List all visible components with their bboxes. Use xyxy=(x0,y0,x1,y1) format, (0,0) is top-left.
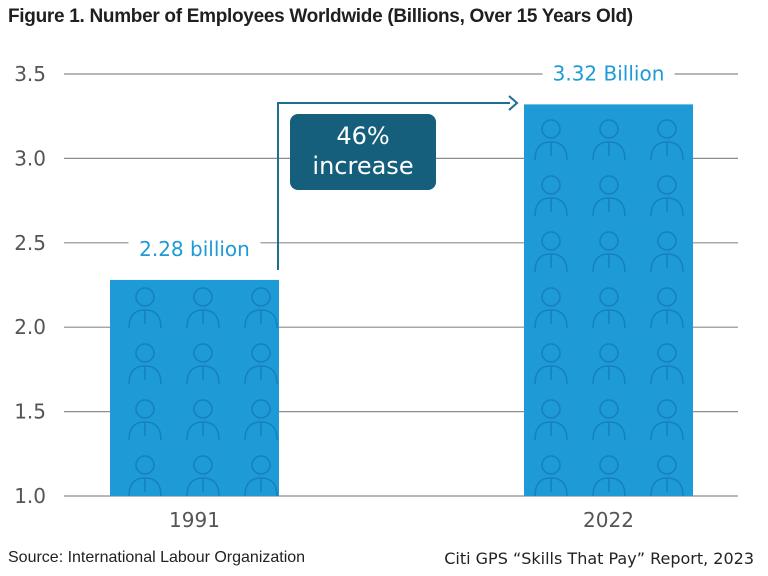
y-tick-label: 1.5 xyxy=(14,400,46,424)
data-label-bg xyxy=(542,60,675,89)
y-tick-label: 1.0 xyxy=(14,484,46,508)
annotation-box xyxy=(290,114,436,190)
data-label-bg xyxy=(128,235,261,264)
x-tick-label: 2022 xyxy=(583,508,634,532)
y-tick-label: 2.5 xyxy=(14,231,46,255)
x-tick-label: 1991 xyxy=(169,508,220,532)
arrow-head-icon xyxy=(508,95,519,111)
source-note: Source: International Labour Organizatio… xyxy=(8,549,306,566)
increase-arrow xyxy=(277,102,510,270)
annotation-text: increase xyxy=(312,152,413,180)
y-tick-label: 2.0 xyxy=(14,315,46,339)
data-label: 2.28 billion xyxy=(139,237,250,261)
annotation-percent: 46% xyxy=(336,122,389,150)
y-tick-label: 3.0 xyxy=(14,146,46,170)
data-label: 3.32 Billion xyxy=(553,61,665,85)
y-tick-label: 3.5 xyxy=(14,62,46,86)
report-credit: Citi GPS “Skills That Pay” Report, 2023 xyxy=(444,549,754,568)
chart-title: Figure 1. Number of Employees Worldwide … xyxy=(8,6,633,27)
bar-people-pattern xyxy=(110,279,279,496)
bar-people-pattern xyxy=(524,104,693,496)
